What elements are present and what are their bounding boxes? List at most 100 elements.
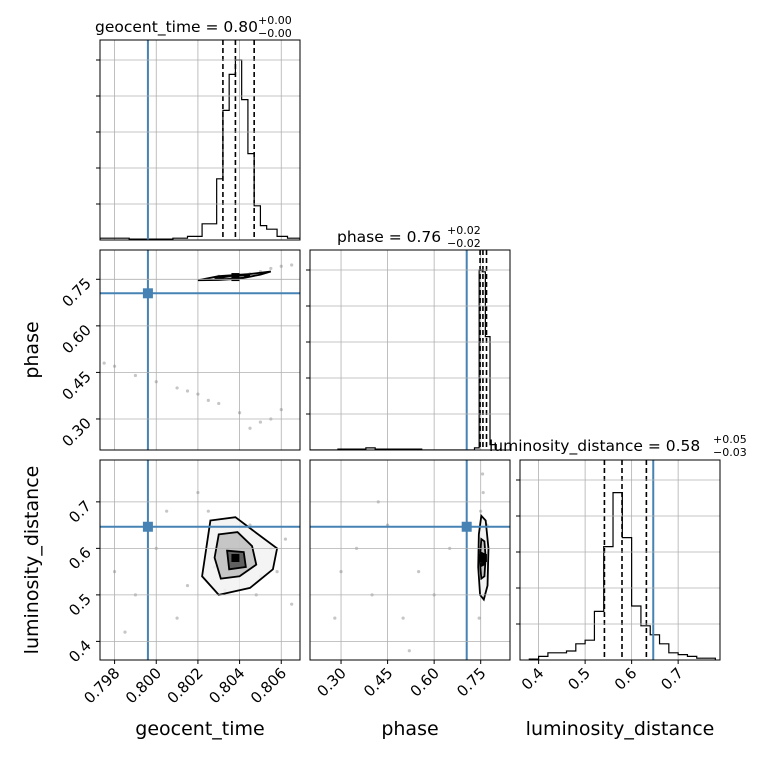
panel-frame: [519, 459, 721, 661]
scatter-point: [279, 408, 283, 412]
x-tick-label: 0.6: [611, 664, 641, 694]
scatter-point: [237, 411, 242, 415]
y-tick-label: 0.7: [65, 497, 95, 527]
panel-frame: [99, 39, 301, 241]
title-geocent-time: geocent_time = 0.80: [95, 18, 258, 37]
scatter-point: [279, 264, 283, 268]
scatter-point: [401, 616, 405, 620]
panel-content: [528, 460, 716, 660]
x-tick-label: 0.60: [407, 664, 443, 700]
scatter-point: [154, 380, 158, 384]
y-tick-label: 0.75: [58, 274, 94, 310]
scatter-point: [102, 361, 106, 365]
title-geocent-time-minus: −0.00: [258, 27, 292, 40]
scatter-point: [185, 389, 190, 393]
panel-content: [100, 40, 300, 240]
x-tick-label: 0.45: [360, 664, 396, 700]
title-phase: phase = 0.76: [337, 228, 441, 246]
y-tick-label: 0.5: [65, 590, 95, 620]
scatter-point: [290, 602, 294, 606]
panel-content: [310, 460, 510, 660]
truth-marker: [142, 288, 153, 299]
scatter-point: [206, 398, 210, 402]
scatter-point: [175, 386, 179, 390]
title-luminosity-distance-text: luminosity_distance = 0.58: [489, 437, 700, 456]
truth-marker: [142, 521, 153, 532]
scatter-point: [217, 401, 221, 406]
scatter-point: [175, 616, 179, 620]
panels: 0.300.450.600.750.40.50.60.70.7980.8000.…: [58, 39, 721, 707]
scatter-point: [248, 426, 252, 430]
panel-content: [310, 250, 497, 450]
title-phase-plus: +0.02: [447, 224, 481, 237]
title-geocent-time-plus: +0.00: [258, 14, 292, 27]
scatter-point: [283, 537, 288, 541]
x-tick-label: 0.802: [164, 664, 207, 707]
y-tick-label: 0.4: [65, 636, 95, 666]
scatter-point: [417, 570, 421, 574]
panel-2-1: 0.30 0.45 0.60 0.75: [309, 459, 511, 700]
scatter-point: [479, 509, 483, 513]
scatter-point: [290, 263, 294, 267]
title-geocent-time-text: geocent_time = 0.80: [95, 18, 258, 37]
density-peak: [231, 273, 240, 282]
panel-2-2: 0.4 0.5 0.6 0.7: [516, 459, 721, 694]
x-tick-label: 0.75: [453, 664, 489, 700]
y-tick-label: 0.6: [65, 543, 95, 573]
density-peak: [231, 554, 240, 562]
panel-frame: [99, 249, 301, 451]
scatter-point: [165, 509, 169, 513]
title-luminosity-distance: luminosity_distance = 0.58: [489, 437, 700, 456]
xlabel-phase: phase: [381, 718, 438, 740]
x-tick-label: 0.804: [205, 664, 248, 707]
scatter-point: [481, 490, 485, 495]
x-tick-label: 0.806: [247, 664, 290, 707]
panel-1-0: 0.30 0.45 0.60 0.75: [58, 249, 301, 451]
ylabel-luminosity-distance: luminosity_distance: [21, 466, 43, 655]
scatter-point: [133, 373, 138, 378]
title-luminosity-distance-plus: +0.05: [713, 433, 747, 446]
histogram-geocent_time: [100, 59, 300, 240]
x-tick-label: 0.800: [122, 664, 165, 707]
scatter-point: [112, 570, 117, 574]
histogram-phase: [310, 269, 497, 450]
xlabel-luminosity-distance: luminosity_distance: [526, 718, 715, 740]
scatter-point: [185, 583, 190, 588]
panel-frame: [99, 459, 301, 661]
truth-marker: [461, 521, 472, 532]
title-phase-text: phase = 0.76: [337, 228, 441, 246]
panel-frame: [309, 459, 511, 661]
panel-0-0: [96, 39, 301, 241]
xlabel-geocent-time: geocent_time: [135, 718, 264, 740]
scatter-point: [258, 420, 263, 424]
panel-1-1: [306, 249, 511, 451]
panel-content: [100, 250, 300, 450]
scatter-point: [112, 364, 117, 368]
density-peak: [478, 554, 487, 562]
title-phase-minus: −0.02: [447, 237, 481, 250]
y-tick-label: 0.45: [58, 368, 94, 404]
y-tick-label: 0.30: [58, 414, 94, 450]
scatter-point: [477, 616, 481, 620]
histogram-luminosity_distance: [528, 492, 716, 660]
y-tick-label: 0.60: [58, 321, 94, 357]
scatter-point: [196, 490, 200, 495]
x-tick-label: 0.30: [314, 664, 350, 700]
x-tick-label: 0.5: [564, 664, 594, 694]
scatter-point: [480, 472, 485, 476]
x-tick-label: 0.4: [518, 664, 548, 694]
scatter-point: [407, 649, 411, 653]
scatter-point: [339, 570, 343, 574]
scatter-point: [333, 616, 337, 620]
x-tick-label: 0.7: [657, 664, 687, 694]
ylabel-phase: phase: [21, 321, 43, 378]
scatter-point: [196, 392, 200, 396]
scatter-point: [269, 266, 273, 271]
scatter-point: [206, 509, 210, 513]
scatter-point: [275, 570, 279, 574]
panel-frame: [309, 249, 511, 451]
scatter-point: [123, 630, 127, 634]
x-tick-label: 0.798: [80, 664, 123, 707]
